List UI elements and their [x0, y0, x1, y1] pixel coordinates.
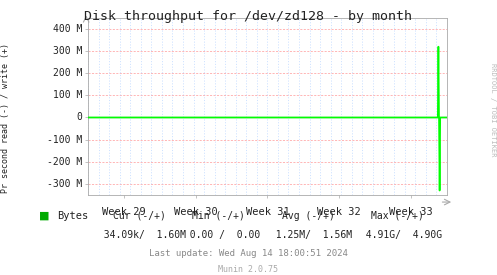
Text: 1.25M/  1.56M: 1.25M/ 1.56M	[264, 230, 352, 240]
Text: Last update: Wed Aug 14 18:00:51 2024: Last update: Wed Aug 14 18:00:51 2024	[149, 249, 348, 257]
Text: -200 M: -200 M	[47, 157, 83, 167]
Text: Cur (-/+): Cur (-/+)	[113, 211, 166, 221]
Text: 0: 0	[77, 112, 83, 122]
Text: Munin 2.0.75: Munin 2.0.75	[219, 265, 278, 274]
Text: RRDTOOL / TOBI OETIKER: RRDTOOL / TOBI OETIKER	[490, 63, 496, 157]
Text: 400 M: 400 M	[53, 24, 83, 34]
Text: Disk throughput for /dev/zd128 - by month: Disk throughput for /dev/zd128 - by mont…	[84, 10, 413, 23]
Text: ■: ■	[39, 211, 50, 221]
Text: Min (-/+): Min (-/+)	[192, 211, 245, 221]
Text: 200 M: 200 M	[53, 68, 83, 78]
Text: 300 M: 300 M	[53, 46, 83, 56]
Text: -100 M: -100 M	[47, 135, 83, 145]
Text: 100 M: 100 M	[53, 90, 83, 100]
Text: Week 30: Week 30	[174, 207, 218, 217]
Text: 34.09k/  1.60M: 34.09k/ 1.60M	[92, 230, 186, 240]
Text: -300 M: -300 M	[47, 179, 83, 189]
Text: Avg (-/+): Avg (-/+)	[282, 211, 334, 221]
Text: Bytes: Bytes	[57, 211, 88, 221]
Text: Week 33: Week 33	[389, 207, 433, 217]
Text: Week 29: Week 29	[102, 207, 146, 217]
Text: 0.00 /  0.00: 0.00 / 0.00	[177, 230, 260, 240]
Text: Pr second read (-) / write (+): Pr second read (-) / write (+)	[1, 43, 10, 193]
Text: Max (-/+): Max (-/+)	[371, 211, 424, 221]
Text: 4.91G/  4.90G: 4.91G/ 4.90G	[353, 230, 442, 240]
Text: Week 31: Week 31	[246, 207, 289, 217]
Text: Week 32: Week 32	[317, 207, 361, 217]
